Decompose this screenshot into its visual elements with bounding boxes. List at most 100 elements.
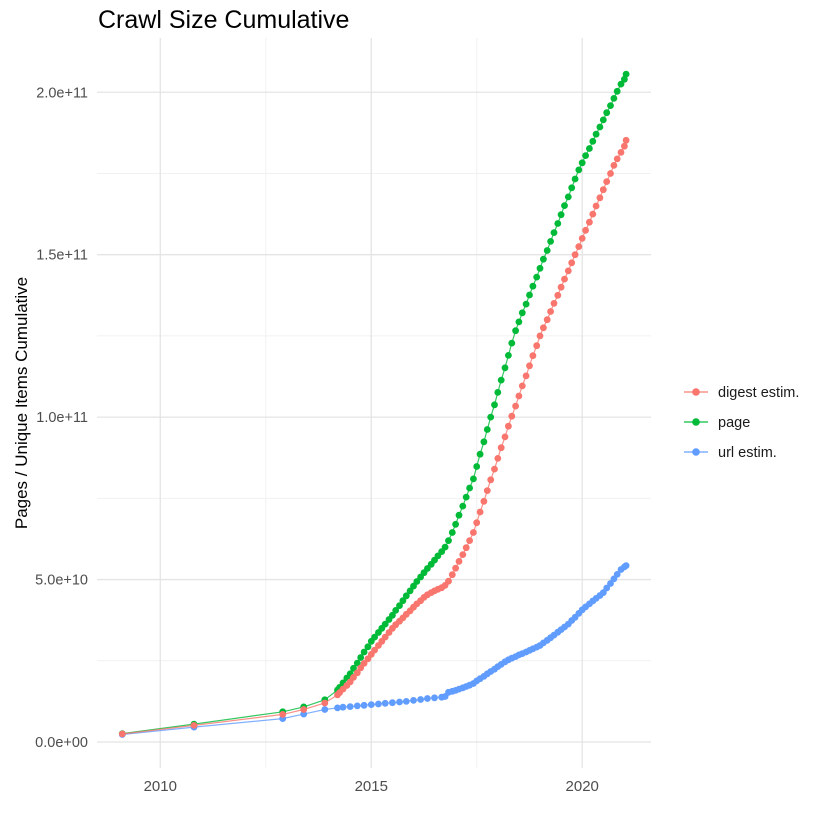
data-point-url bbox=[346, 703, 354, 710]
axis-tick-labels: 0.0e+00 5.0e+10 1.0e+11 1.5e+11 2.0e+11 2010 2… bbox=[35, 85, 599, 795]
data-point-digest bbox=[603, 178, 611, 186]
data-point-digest bbox=[501, 433, 509, 441]
data-point-digest bbox=[550, 300, 558, 307]
data-point-page bbox=[582, 152, 589, 160]
data-point-page bbox=[543, 247, 551, 254]
data-point-digest bbox=[360, 660, 368, 667]
series-url bbox=[118, 562, 630, 738]
data-point-page bbox=[413, 578, 421, 585]
data-point-page bbox=[455, 511, 463, 519]
data-point-page bbox=[536, 264, 544, 272]
data-point-url bbox=[396, 698, 403, 706]
y-axis-tick-label: 2.0e+11 bbox=[36, 85, 88, 101]
data-point-url bbox=[613, 571, 621, 578]
series-digest-line bbox=[122, 140, 627, 735]
data-point-page bbox=[550, 229, 558, 237]
data-point-digest bbox=[568, 259, 576, 267]
data-point-page bbox=[491, 401, 498, 409]
legend-item-page: page bbox=[684, 415, 750, 431]
data-point-digest bbox=[622, 136, 630, 144]
data-point-page bbox=[497, 376, 505, 384]
data-point-digest bbox=[279, 711, 287, 718]
y-axis-tick-label: 1.0e+11 bbox=[36, 410, 88, 426]
data-point-page bbox=[350, 664, 357, 672]
y-axis-tick-label: 0.0e+00 bbox=[35, 735, 88, 751]
data-point-digest bbox=[540, 324, 547, 332]
data-point-digest bbox=[621, 142, 628, 150]
data-point-page bbox=[571, 175, 579, 183]
data-point-digest bbox=[381, 633, 389, 641]
data-point-digest bbox=[480, 497, 488, 505]
data-point-page bbox=[613, 87, 621, 95]
data-point-page bbox=[441, 543, 449, 551]
data-point-page bbox=[508, 339, 516, 347]
data-point-digest bbox=[118, 730, 126, 738]
data-point-page bbox=[596, 123, 604, 131]
data-point-page bbox=[529, 282, 537, 290]
data-point-page bbox=[505, 352, 512, 359]
series-url-points bbox=[118, 562, 630, 738]
data-point-url bbox=[389, 699, 396, 707]
data-point-url bbox=[353, 702, 361, 710]
data-point-digest bbox=[515, 392, 523, 400]
data-point-digest bbox=[561, 275, 568, 283]
legend-label-url: url estim. bbox=[718, 445, 777, 461]
data-point-url bbox=[431, 694, 438, 702]
data-point-url bbox=[402, 698, 410, 705]
data-point-digest bbox=[557, 283, 565, 291]
data-point-digest bbox=[575, 243, 583, 251]
data-point-digest bbox=[578, 235, 586, 242]
data-point-page bbox=[470, 475, 477, 483]
data-point-url bbox=[603, 584, 611, 592]
data-point-digest bbox=[445, 577, 452, 585]
data-point-page bbox=[480, 438, 488, 446]
data-point-page bbox=[396, 602, 403, 609]
data-point-digest bbox=[599, 186, 607, 194]
data-point-page bbox=[466, 484, 473, 492]
data-point-digest bbox=[554, 291, 562, 299]
data-point-page bbox=[389, 611, 396, 619]
data-point-url bbox=[321, 706, 329, 713]
data-point-page bbox=[607, 102, 614, 109]
data-point-page bbox=[561, 202, 568, 210]
data-point-page bbox=[533, 273, 541, 281]
data-point-page bbox=[518, 309, 526, 317]
data-point-page bbox=[589, 137, 597, 145]
data-point-digest bbox=[491, 465, 498, 473]
data-point-page bbox=[402, 592, 410, 600]
data-point-page bbox=[515, 318, 523, 326]
data-point-digest bbox=[448, 571, 456, 579]
data-point-digest bbox=[607, 170, 614, 177]
x-axis-tick-label: 2015 bbox=[355, 778, 388, 795]
data-point-page bbox=[522, 300, 530, 308]
legend-key-point-url bbox=[692, 448, 700, 456]
data-point-digest bbox=[483, 487, 491, 494]
chart-title: Crawl Size Cumulative bbox=[98, 6, 350, 34]
data-point-digest bbox=[536, 332, 544, 340]
data-point-digest bbox=[547, 308, 554, 315]
data-point-digest bbox=[512, 402, 519, 410]
data-point-page bbox=[501, 364, 509, 372]
data-point-page bbox=[360, 648, 368, 656]
x-axis-tick-label: 2020 bbox=[566, 778, 599, 795]
data-point-url bbox=[334, 704, 341, 712]
series-digest-points bbox=[118, 136, 630, 738]
data-point-digest bbox=[518, 382, 526, 390]
data-point-page bbox=[526, 291, 533, 299]
data-point-url bbox=[367, 701, 375, 708]
data-point-digest bbox=[582, 226, 589, 234]
data-point-digest bbox=[522, 372, 530, 380]
data-point-page bbox=[617, 80, 625, 88]
data-point-page bbox=[586, 145, 593, 152]
data-point-page bbox=[540, 255, 547, 263]
data-point-digest bbox=[487, 476, 495, 484]
data-point-page bbox=[381, 620, 389, 628]
data-point-page bbox=[578, 159, 586, 167]
data-point-page bbox=[603, 109, 611, 117]
data-point-digest bbox=[321, 699, 329, 707]
data-point-digest bbox=[613, 155, 621, 163]
data-point-page bbox=[459, 502, 467, 510]
legend-label-page: page bbox=[718, 415, 750, 431]
data-point-digest bbox=[462, 544, 470, 552]
